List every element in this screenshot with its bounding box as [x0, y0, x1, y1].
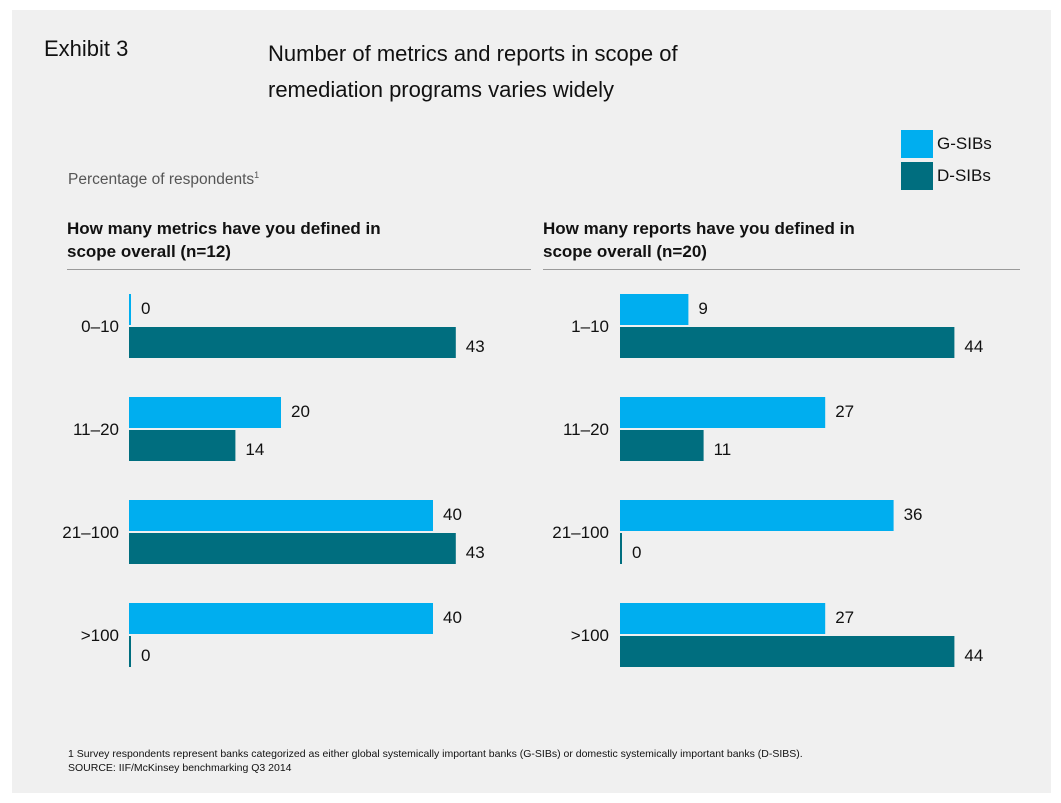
- value-label-0-1-0: 43: [466, 337, 485, 356]
- category-label-1-2: 21–100: [552, 523, 609, 542]
- bar-0-1-3: [129, 636, 131, 667]
- category-label-1-1: 11–20: [563, 420, 609, 439]
- value-label-1-0-0: 9: [698, 299, 707, 318]
- value-label-0-0-3: 40: [443, 608, 462, 627]
- chart-title-metrics-line-2: scope overall (n=12): [67, 242, 231, 261]
- legend-swatch-gsibs: [901, 130, 933, 158]
- value-label-1-1-1: 11: [714, 440, 732, 459]
- bar-1-1-1: [620, 430, 704, 461]
- bar-1-0-2: [620, 500, 894, 531]
- bar-1-0-1: [620, 397, 826, 428]
- title-line-2: remediation programs varies widely: [268, 77, 615, 102]
- chart-title-reports-line-1: How many reports have you defined in: [543, 219, 855, 238]
- chart-title-reports-line-2: scope overall (n=20): [543, 242, 707, 261]
- value-label-1-0-2: 36: [904, 505, 923, 524]
- legend: G-SIBs D-SIBs: [901, 129, 992, 193]
- bar-1-1-3: [620, 636, 955, 667]
- value-label-0-0-1: 20: [291, 402, 310, 421]
- bar-1-1-2: [620, 533, 622, 564]
- legend-item-dsibs: D-SIBs: [901, 161, 992, 191]
- value-label-0-1-2: 43: [466, 543, 485, 562]
- footnote: 1 Survey respondents represent banks cat…: [68, 747, 803, 775]
- bar-0-0-2: [129, 500, 433, 531]
- reports-bar-chart: 1–10 9 44 11–20 27 11 21–100 36 0 >100 27 44: [552, 294, 983, 667]
- legend-swatch-dsibs: [901, 162, 933, 190]
- bar-1-0-3: [620, 603, 826, 634]
- chart-title-reports: How many reports have you defined in sco…: [543, 217, 1020, 270]
- category-label-1-0: 1–10: [571, 317, 609, 336]
- value-label-1-0-1: 27: [835, 402, 854, 421]
- chart-title-metrics-line-1: How many metrics have you defined in: [67, 219, 381, 238]
- legend-label-dsibs: D-SIBs: [937, 166, 991, 185]
- source-text: SOURCE: IIF/McKinsey benchmarking Q3 201…: [68, 762, 292, 774]
- bar-0-1-0: [129, 327, 456, 358]
- subtitle: Percentage of respondents1: [68, 170, 259, 189]
- legend-item-gsibs: G-SIBs: [901, 129, 992, 159]
- bar-1-1-0: [620, 327, 955, 358]
- bar-0-0-0: [129, 294, 131, 325]
- value-label-0-0-2: 40: [443, 505, 462, 524]
- footnote-text: 1 Survey respondents represent banks cat…: [68, 748, 803, 760]
- value-label-1-1-2: 0: [632, 543, 641, 562]
- value-label-1-1-3: 44: [964, 646, 983, 665]
- category-label-0-1: 11–20: [73, 420, 119, 439]
- value-label-0-1-1: 14: [245, 440, 264, 459]
- bar-1-0-0: [620, 294, 689, 325]
- bar-0-0-1: [129, 397, 281, 428]
- category-label-1-3: >100: [571, 626, 609, 645]
- chart-title-metrics: How many metrics have you defined in sco…: [67, 217, 531, 270]
- bar-0-1-1: [129, 430, 236, 461]
- category-label-0-3: >100: [81, 626, 119, 645]
- category-label-0-0: 0–10: [81, 317, 119, 336]
- exhibit-title: Number of metrics and reports in scope o…: [268, 36, 868, 108]
- value-label-1-1-0: 44: [964, 337, 983, 356]
- exhibit-label: Exhibit 3: [44, 36, 129, 61]
- bar-0-0-3: [129, 603, 433, 634]
- title-line-1: Number of metrics and reports in scope o…: [268, 41, 678, 66]
- bar-0-1-2: [129, 533, 456, 564]
- value-label-1-0-3: 27: [835, 608, 854, 627]
- exhibit-panel: Exhibit 3 Number of metrics and reports …: [12, 10, 1051, 793]
- subtitle-footnote-ref: 1: [254, 170, 260, 180]
- value-label-0-0-0: 0: [141, 299, 150, 318]
- subtitle-text: Percentage of respondents: [68, 171, 255, 189]
- legend-label-gsibs: G-SIBs: [937, 134, 992, 153]
- category-label-0-2: 21–100: [62, 523, 119, 542]
- value-label-0-1-3: 0: [141, 646, 150, 665]
